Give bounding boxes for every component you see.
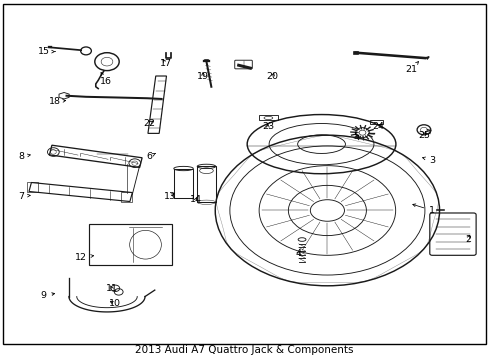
Text: 24: 24 bbox=[372, 122, 384, 131]
Text: 25: 25 bbox=[417, 131, 429, 140]
Text: 2: 2 bbox=[464, 235, 470, 244]
Text: 3: 3 bbox=[422, 156, 434, 165]
Text: 15: 15 bbox=[38, 47, 55, 56]
Text: 17: 17 bbox=[159, 59, 171, 68]
Text: 9: 9 bbox=[41, 291, 55, 300]
Text: 1: 1 bbox=[412, 204, 434, 215]
Text: 18: 18 bbox=[49, 97, 65, 106]
Circle shape bbox=[355, 128, 368, 138]
Bar bbox=[89, 224, 172, 265]
Text: 12: 12 bbox=[75, 253, 93, 262]
Text: 10: 10 bbox=[109, 299, 121, 308]
Text: 22: 22 bbox=[143, 119, 155, 128]
Text: 2013 Audi A7 Quattro Jack & Components: 2013 Audi A7 Quattro Jack & Components bbox=[135, 345, 353, 355]
Text: 5: 5 bbox=[353, 132, 359, 141]
Text: 20: 20 bbox=[266, 72, 278, 81]
Text: 8: 8 bbox=[18, 152, 30, 161]
Text: 19: 19 bbox=[197, 72, 209, 81]
Text: 21: 21 bbox=[405, 62, 418, 74]
Text: 13: 13 bbox=[164, 192, 176, 201]
Text: 11: 11 bbox=[106, 284, 118, 293]
Text: 23: 23 bbox=[261, 122, 273, 131]
Text: 4: 4 bbox=[295, 249, 301, 258]
Bar bbox=[121, 192, 132, 202]
Text: 6: 6 bbox=[146, 152, 155, 161]
Bar bbox=[197, 166, 215, 202]
Text: 7: 7 bbox=[18, 192, 30, 201]
Text: 14: 14 bbox=[189, 195, 202, 204]
Text: 16: 16 bbox=[100, 72, 111, 86]
Bar bbox=[173, 168, 193, 198]
Bar bbox=[26, 182, 38, 192]
